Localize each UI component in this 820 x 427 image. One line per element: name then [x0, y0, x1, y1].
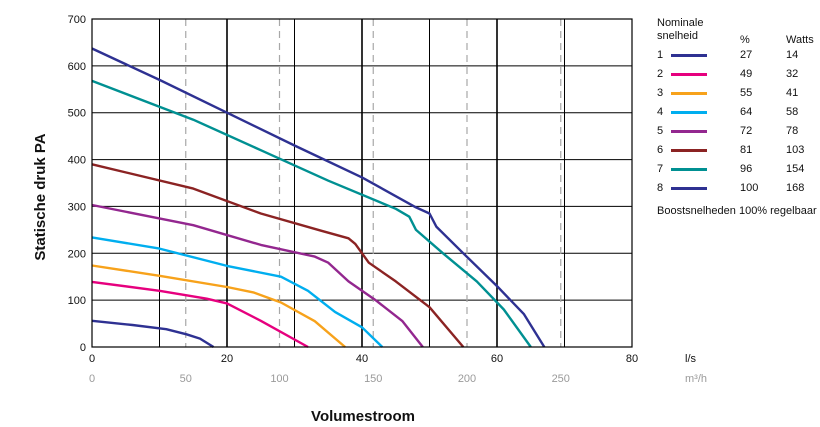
series-line-8: [91, 47, 546, 348]
legend-pct: 55: [740, 87, 753, 99]
legend-speed: 5: [657, 125, 664, 137]
legend-pct: 49: [740, 68, 753, 80]
grid: [92, 19, 632, 347]
x2-tick-label: 200: [458, 373, 476, 385]
legend-header: Nominale snelheid % Watts: [657, 17, 820, 47]
legend-pct: 64: [740, 106, 753, 118]
legend-rows: 1 27 14 2 49 32 3 55 41 4 64 58 5 72 78 6 81 103 7 96 154 8 10…: [657, 47, 820, 199]
x2-tick-label: 0: [89, 373, 95, 385]
legend-swatch: [671, 168, 707, 171]
legend-speed: 1: [657, 49, 664, 61]
series-line-6: [91, 163, 465, 348]
series-line-4: [91, 236, 384, 348]
x-tick-label: 40: [356, 353, 368, 365]
legend-pct: 100: [740, 182, 759, 194]
legend-row-3: 3 55 41: [657, 85, 820, 104]
legend-watts: 58: [786, 106, 799, 118]
legend-speed: 6: [657, 144, 664, 156]
y-tick-label: 500: [68, 108, 86, 120]
legend-speed: 4: [657, 106, 664, 118]
x-tick-label: 80: [626, 353, 638, 365]
legend-swatch: [671, 130, 707, 133]
axes: 0 100 200 300 400 500 600 700 0 20 40 60 80 0 50 100 150…: [68, 14, 638, 385]
legend-swatch: [671, 111, 707, 114]
series-line-7: [91, 79, 532, 348]
legend-swatch: [671, 92, 707, 95]
legend-watts: 103: [786, 144, 805, 156]
x-tick-label: 60: [491, 353, 503, 365]
x2-tick-label: 100: [270, 373, 288, 385]
legend-row-4: 4 64 58: [657, 104, 820, 123]
legend-row-1: 1 27 14: [657, 47, 820, 66]
y-axis-title: Statische druk PA: [32, 133, 49, 260]
legend-watts: 78: [786, 125, 799, 137]
series-line-5: [91, 203, 424, 348]
y-tick-label: 0: [80, 342, 86, 354]
legend-speed: 3: [657, 87, 664, 99]
legend-row-5: 5 72 78: [657, 123, 820, 142]
legend-note: Boostsnelheden 100% regelbaar: [657, 205, 817, 217]
series-line-2: [91, 280, 309, 349]
x-tick-label: 20: [221, 353, 233, 365]
legend-speed: 8: [657, 182, 664, 194]
y-tick-label: 300: [68, 201, 86, 213]
x-tick-label: 0: [89, 353, 95, 365]
legend-watts: 168: [786, 182, 805, 194]
legend-row-2: 2 49 32: [657, 66, 820, 85]
legend: Nominale snelheid % Watts 1 27 14 2 49 32 3 55 4…: [657, 17, 820, 218]
y-tick-label: 100: [68, 295, 86, 307]
legend-header-watts: Watts: [786, 34, 814, 46]
legend-pct: 96: [740, 163, 753, 175]
x-unit-label: l/s: [685, 353, 697, 365]
y-tick-label: 400: [68, 155, 86, 167]
y-tick-label: 700: [68, 14, 86, 26]
x2-unit-label: m³/h: [685, 373, 707, 385]
legend-watts: 41: [786, 87, 799, 99]
legend-pct: 81: [740, 144, 753, 156]
data-lines: [91, 47, 546, 349]
legend-pct: 72: [740, 125, 753, 137]
legend-watts: 32: [786, 68, 799, 80]
legend-header-name: Nominale snelheid: [657, 17, 704, 42]
plot-frame: [91, 18, 633, 348]
y-tick-label: 200: [68, 248, 86, 260]
legend-swatch: [671, 54, 707, 57]
series-line-1: [91, 319, 215, 349]
legend-watts: 14: [786, 49, 799, 61]
legend-watts: 154: [786, 163, 805, 175]
legend-row-6: 6 81 103: [657, 142, 820, 161]
legend-header-pct: %: [740, 34, 750, 46]
x2-tick-label: 150: [364, 373, 382, 385]
legend-swatch: [671, 149, 707, 152]
legend-swatch: [671, 187, 707, 190]
legend-speed: 2: [657, 68, 664, 80]
y-tick-label: 600: [68, 61, 86, 73]
legend-row-8: 8 100 168: [657, 180, 820, 199]
x2-tick-label: 250: [552, 373, 570, 385]
legend-speed: 7: [657, 163, 664, 175]
legend-swatch: [671, 73, 707, 76]
x2-tick-label: 50: [180, 373, 192, 385]
series-line-3: [91, 264, 346, 348]
legend-pct: 27: [740, 49, 753, 61]
x-axis-title: Volumestroom: [311, 408, 415, 425]
legend-row-7: 7 96 154: [657, 161, 820, 180]
